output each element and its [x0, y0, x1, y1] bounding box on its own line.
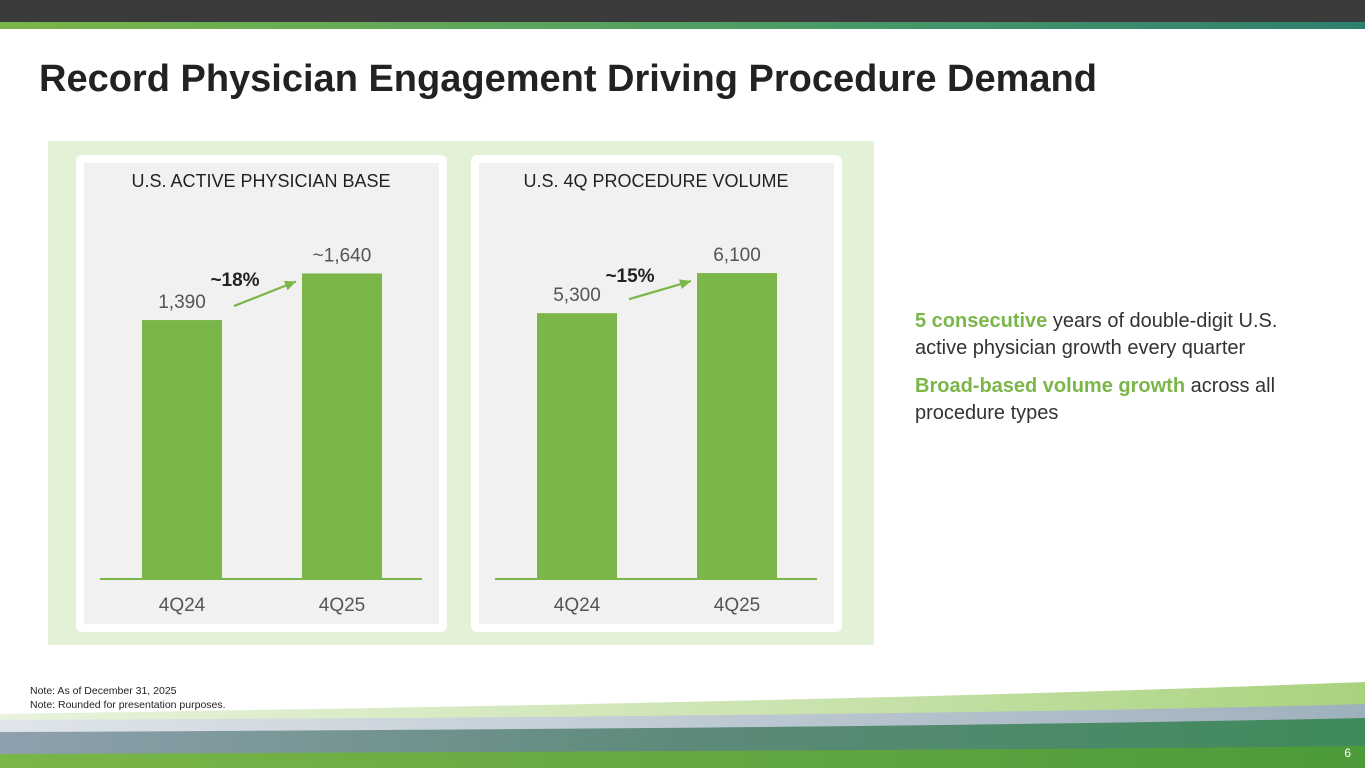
x-tick-label: 4Q25 — [714, 595, 760, 616]
footer-swoosh — [0, 682, 1365, 768]
footnotes: Note: As of December 31, 2025 Note: Roun… — [30, 684, 226, 712]
bar-4q25 — [697, 273, 777, 579]
bar-4q24 — [142, 320, 222, 579]
key-point-text: across all procedure types — [915, 375, 1276, 424]
key-point-highlight: 5 consecutive — [915, 310, 1048, 332]
page-title: Record Physician Engagement Driving Proc… — [39, 58, 1097, 100]
key-point-highlight: Broad-based volume growth — [915, 375, 1186, 397]
footnote: Note: Rounded for presentation purposes. — [30, 699, 226, 711]
chart-title: U.S. ACTIVE PHYSICIAN BASE — [131, 171, 390, 191]
x-tick-label: 4Q24 — [554, 595, 601, 616]
top-accent-stripe — [0, 22, 1365, 29]
x-tick-label: 4Q25 — [319, 595, 365, 616]
growth-label: ~15% — [605, 266, 654, 287]
physician-base-chart: U.S. ACTIVE PHYSICIAN BASE 1,390 4Q24 ~1,64… — [100, 171, 422, 616]
chart-title: U.S. 4Q PROCEDURE VOLUME — [523, 171, 788, 191]
growth-arrow-head — [283, 280, 296, 291]
data-label: 5,300 — [553, 285, 601, 306]
footnote: Note: As of December 31, 2025 — [30, 685, 177, 697]
growth-arrow-line — [233, 280, 297, 308]
key-point: 5 consecutive years of double-digit U.S.… — [915, 308, 1335, 362]
key-point-text: years of double-digit U.S. active physic… — [915, 310, 1278, 359]
bar-4q25 — [302, 273, 382, 579]
page-number: 6 — [1344, 746, 1351, 760]
key-point: Broad-based volume growth across all pro… — [915, 373, 1335, 427]
data-label: 6,100 — [713, 245, 761, 266]
data-label: 1,390 — [158, 292, 206, 313]
top-bar — [0, 0, 1365, 22]
x-tick-label: 4Q24 — [159, 595, 206, 616]
growth-arrow-head — [679, 279, 691, 289]
data-label: ~1,640 — [313, 245, 372, 266]
procedure-volume-chart: U.S. 4Q PROCEDURE VOLUME 5,300 4Q24 6,100 4Q… — [495, 171, 817, 616]
chart-panel-physician-base: U.S. ACTIVE PHYSICIAN BASE 1,390 4Q24 ~1,64… — [76, 155, 447, 632]
key-points: 5 consecutive years of double-digit U.S.… — [915, 308, 1335, 438]
chart-panel-procedure-volume: U.S. 4Q PROCEDURE VOLUME 5,300 4Q24 6,100 4Q… — [471, 155, 842, 632]
bar-4q24 — [537, 313, 617, 579]
growth-label: ~18% — [210, 270, 259, 291]
